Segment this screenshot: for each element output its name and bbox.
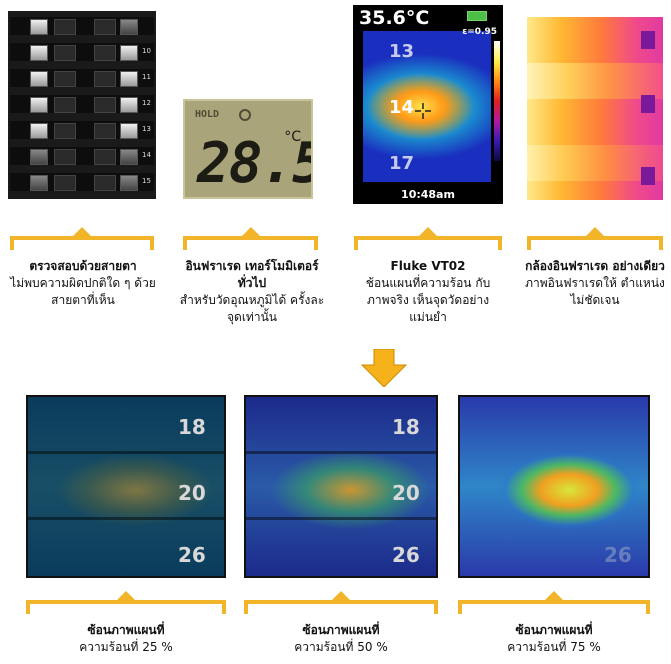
thermometer-display: HOLD 28.5 °C [183, 99, 313, 199]
temperature-reading: 28.5 [197, 131, 313, 196]
breaker-label: 18 [392, 415, 420, 439]
caption-title: ซ้อนภาพแผนที่ [302, 623, 380, 637]
breaker-label: 26 [604, 543, 632, 567]
breaker-number: 11 [142, 73, 151, 81]
breaker-number: 13 [142, 125, 151, 133]
record-icon [239, 109, 251, 121]
caption-title: ซ้อนภาพแผนที่ [515, 623, 593, 637]
breaker-number: 12 [142, 99, 151, 107]
breaker-number: 15 [142, 177, 151, 185]
heatmap-blend-50: 18 20 26 [244, 395, 438, 578]
caption-bracket [26, 591, 226, 614]
caption-blend-75: ซ้อนภาพแผนที่ ความร้อนที่ 75 % [458, 622, 650, 656]
breaker-label: 13 [389, 41, 415, 62]
caption-visual-inspection: ตรวจสอบด้วยสายตา ไม่พบความผิดปกติใด ๆ ด้… [0, 258, 166, 309]
infrared-camera-image [527, 17, 663, 200]
thermal-overlay-image [363, 31, 491, 182]
caption-ir-camera: กล้องอินฟราเรด อย่างเดียว ภาพอินฟราเรดให… [522, 258, 668, 309]
caption-desc: ไม่พบความผิดปกติใด ๆ ด้วยสายตาที่เห็น [10, 276, 156, 307]
breaker-label: 20 [178, 481, 206, 505]
caption-blend-25: ซ้อนภาพแผนที่ ความร้อนที่ 25 % [26, 622, 226, 656]
breaker-number: 14 [142, 151, 151, 159]
down-arrow-icon [360, 349, 408, 387]
caption-bracket [527, 227, 663, 250]
fluke-vt02-screen: 35.6°C ε=0.95 13 14 17 10:48am [353, 5, 503, 204]
caption-title: Fluke VT02 [390, 259, 466, 273]
fluke-time: 10:48am [401, 188, 455, 201]
color-scale-bar [494, 41, 500, 161]
caption-title: ตรวจสอบด้วยสายตา [29, 259, 137, 273]
caption-ir-thermometer: อินฟราเรด เทอร์โมมิเตอร์ทั่วไป สำหรับวัด… [178, 258, 326, 326]
caption-bracket [183, 227, 318, 250]
caption-title: กล้องอินฟราเรด อย่างเดียว [525, 259, 665, 273]
caption-bracket [244, 591, 438, 614]
breaker-label: 20 [392, 481, 420, 505]
caption-desc: ช้อนแผนที่ความร้อน กับภาพจริง เห็นจุดวัด… [365, 276, 491, 324]
fluke-temperature: 35.6°C [359, 7, 430, 29]
breaker-panel-image: 10 11 12 13 14 15 [8, 11, 156, 199]
caption-bracket [10, 227, 154, 250]
breaker-label: 17 [389, 153, 415, 174]
caption-desc: ภาพอินฟราเรดให้ ตำแหน่งไม่ชัดเจน [525, 276, 665, 307]
breaker-label: 18 [178, 415, 206, 439]
breaker-label: 26 [392, 543, 420, 567]
hold-indicator: HOLD [195, 109, 220, 120]
caption-blend-50: ซ้อนภาพแผนที่ ความร้อนที่ 50 % [244, 622, 438, 656]
caption-bracket [354, 227, 502, 250]
heatmap-blend-25: 18 20 26 [26, 395, 226, 578]
caption-bracket [458, 591, 650, 614]
emissivity-value: ε=0.95 [462, 27, 497, 37]
caption-title: อินฟราเรด เทอร์โมมิเตอร์ทั่วไป [185, 259, 319, 290]
caption-desc: สำหรับวัดอุณหภูมิได้ ครั้งละจุดเท่านั้น [179, 293, 325, 324]
crosshair-icon [415, 103, 431, 119]
breaker-number: 10 [142, 47, 151, 55]
caption-desc: ความร้อนที่ 50 % [294, 640, 388, 654]
battery-icon [467, 11, 487, 21]
breaker-label: 14 [389, 97, 415, 118]
caption-desc: ความร้อนที่ 75 % [507, 640, 601, 654]
caption-desc: ความร้อนที่ 25 % [79, 640, 173, 654]
temperature-unit: °C [284, 129, 301, 145]
caption-title: ซ้อนภาพแผนที่ [87, 623, 165, 637]
heatmap-blend-75: 26 [458, 395, 650, 578]
caption-fluke-vt02: Fluke VT02 ช้อนแผนที่ความร้อน กับภาพจริง… [352, 258, 504, 326]
breaker-label: 26 [178, 543, 206, 567]
